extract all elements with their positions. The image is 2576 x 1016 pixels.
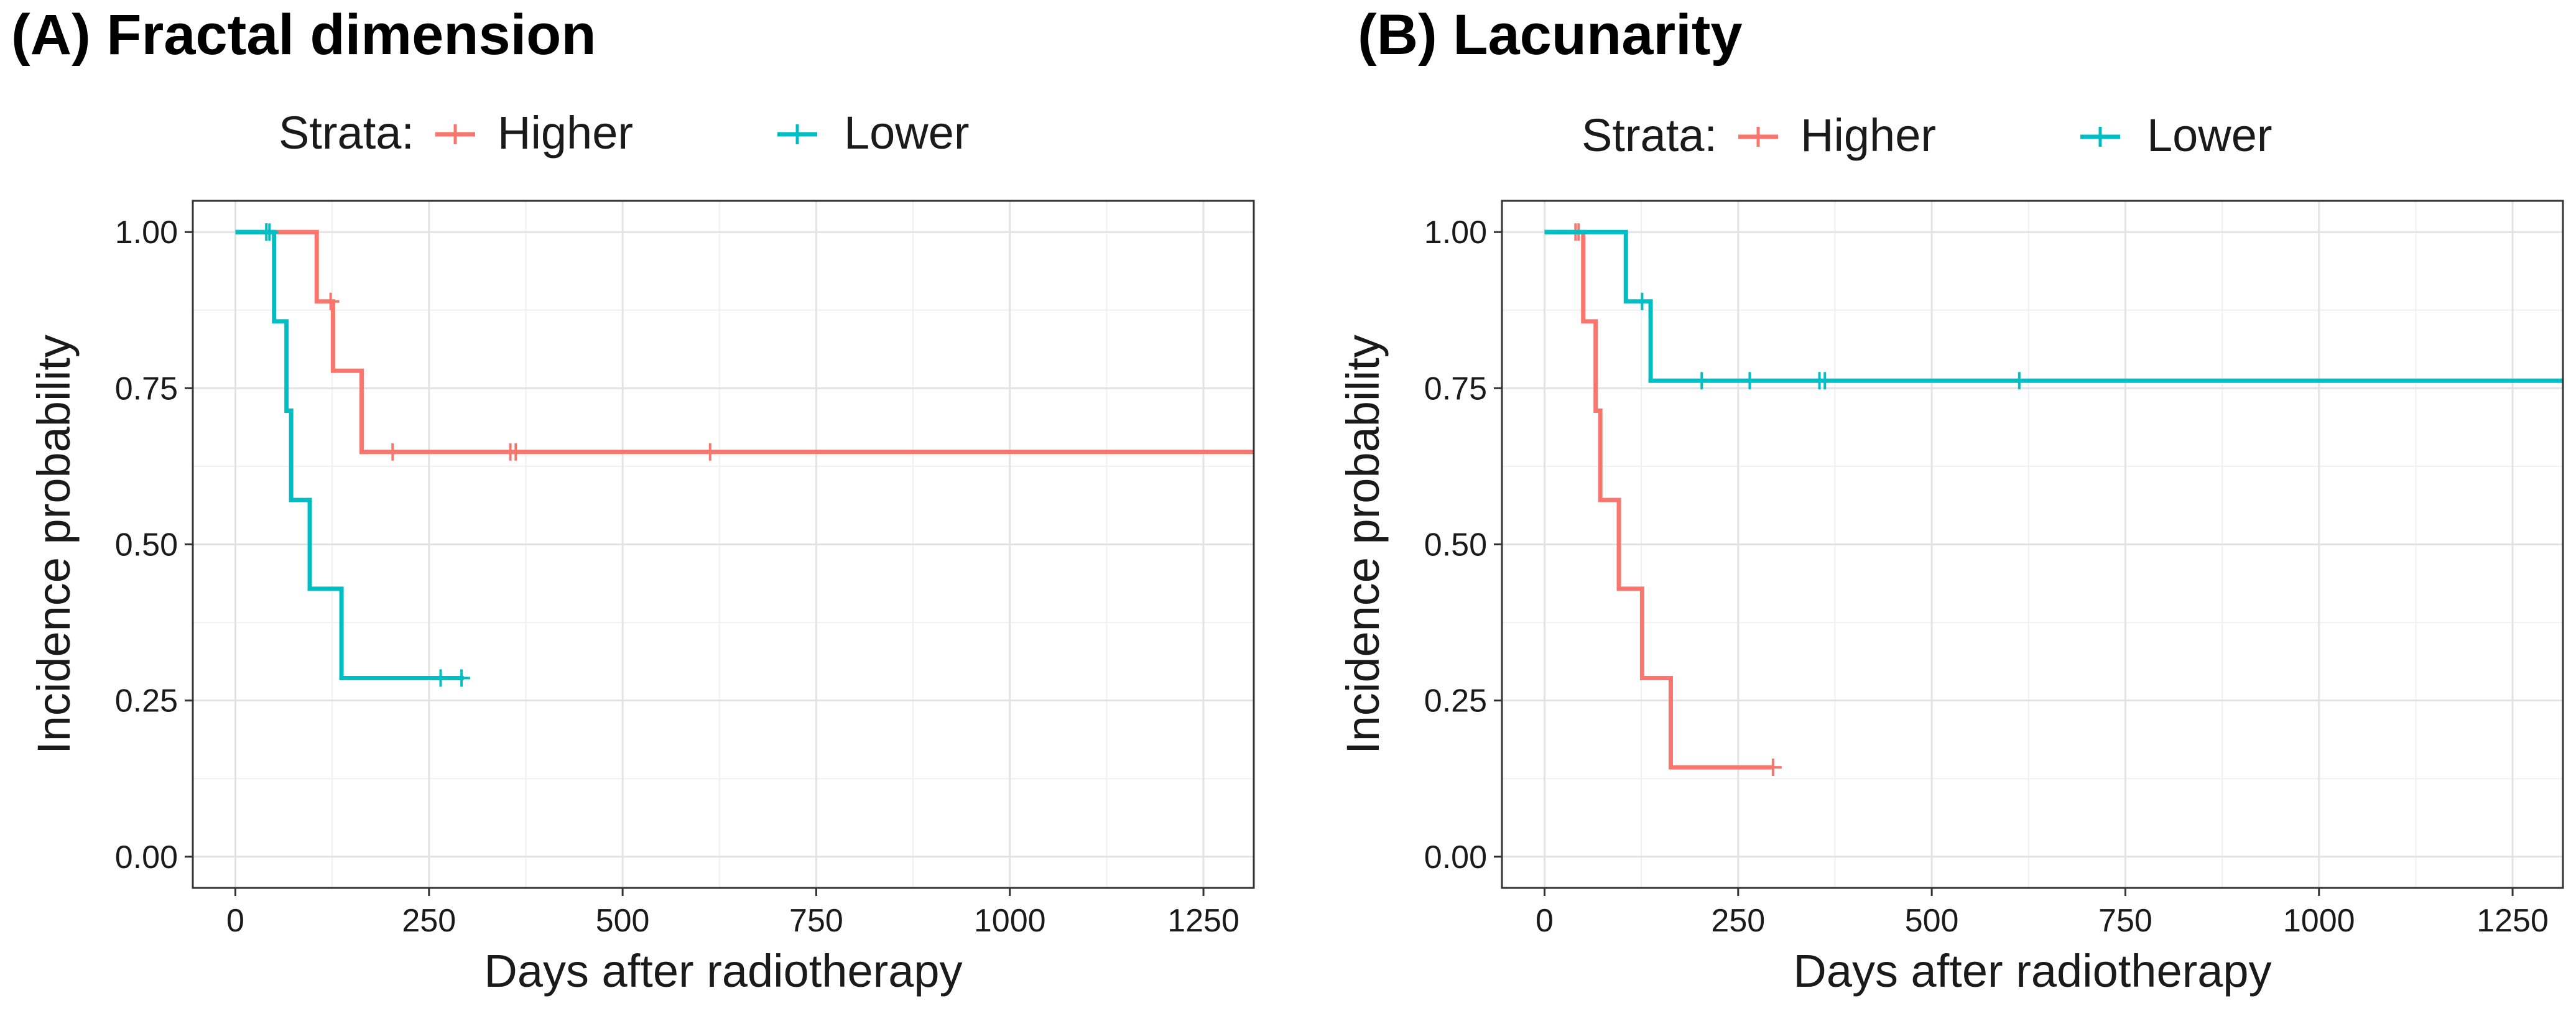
x-tick-label: 250 [402, 903, 456, 939]
censor-mark-higher [384, 443, 402, 461]
y-tick-label: 0.50 [115, 527, 178, 563]
censor-mark-lower [1816, 372, 1834, 390]
legend-swatch-higher [435, 124, 475, 144]
x-axis-label: Days after radiotherapy [484, 945, 962, 997]
legend: Strata: Higher Lower [1582, 109, 2273, 161]
x-tick-label: 500 [596, 903, 650, 939]
censor-mark-higher [701, 443, 719, 461]
y-tick-label: 0.50 [1424, 527, 1487, 563]
censor-mark-lower [1633, 292, 1651, 310]
legend-title: Strata: [279, 107, 414, 159]
censor-mark-lower [432, 669, 450, 687]
x-tick-label: 1250 [2476, 903, 2549, 939]
y-tick-label: 0.75 [115, 371, 178, 407]
censor-mark-lower [1693, 372, 1711, 390]
series-line-lower [235, 229, 464, 680]
x-tick-label: 1000 [974, 903, 1046, 939]
y-tick-label: 1.00 [1424, 215, 1487, 251]
legend: Strata: Higher Lower [279, 107, 970, 159]
y-tick-label: 0.00 [115, 839, 178, 875]
y-tick-label: 0.75 [1424, 371, 1487, 407]
series-line-higher [1544, 229, 1773, 770]
censor-mark-lower [1741, 372, 1759, 390]
chart-panel-a: (A) Fractal dimension Strata: Higher Lower 0… [11, 3, 1255, 997]
y-tick-label: 0.00 [1424, 839, 1487, 875]
y-axis-label: Incidence probability [1337, 335, 1389, 754]
legend-label-lower: Lower [2147, 109, 2273, 161]
censor-mark-lower [453, 669, 471, 687]
censor-mark-higher [507, 443, 525, 461]
x-tick-label: 750 [2098, 903, 2152, 939]
legend-label-lower: Lower [844, 107, 970, 159]
censor-mark-higher [322, 292, 340, 310]
censor-mark-higher [1764, 759, 1782, 777]
panel-title: (B) Lacunarity [1358, 3, 1743, 67]
legend-label-higher: Higher [1800, 109, 1936, 161]
x-tick-label: 0 [1536, 903, 1554, 939]
curves [1544, 223, 2563, 777]
y-tick-label: 0.25 [1424, 683, 1487, 719]
x-tick-label: 0 [226, 903, 244, 939]
x-tick-label: 1250 [1167, 903, 1239, 939]
grid [1502, 201, 2563, 888]
legend-swatch-higher [1738, 127, 1778, 147]
curves [235, 223, 1254, 687]
series-line-higher [235, 229, 1254, 455]
x-tick-label: 750 [789, 903, 843, 939]
chart-panel-b: (B) Lacunarity Strata: Higher Lower 0.00 0.25… [1337, 3, 2564, 997]
y-axis-label: Incidence probability [28, 335, 80, 754]
y-tick-label: 1.00 [115, 215, 178, 251]
legend-label-higher: Higher [498, 107, 633, 159]
censor-mark-lower [261, 223, 279, 241]
legend-swatch-lower [2080, 127, 2120, 147]
y-tick-label: 0.25 [115, 683, 178, 719]
x-tick-label: 250 [1711, 903, 1765, 939]
x-tick-label: 1000 [2283, 903, 2355, 939]
x-tick-label: 500 [1905, 903, 1959, 939]
x-axis-label: Days after radiotherapy [1793, 945, 2271, 997]
panel-title: (A) Fractal dimension [11, 3, 596, 67]
legend-swatch-lower [777, 124, 817, 144]
legend-title: Strata: [1582, 109, 1717, 161]
censor-mark-lower [2010, 372, 2028, 390]
